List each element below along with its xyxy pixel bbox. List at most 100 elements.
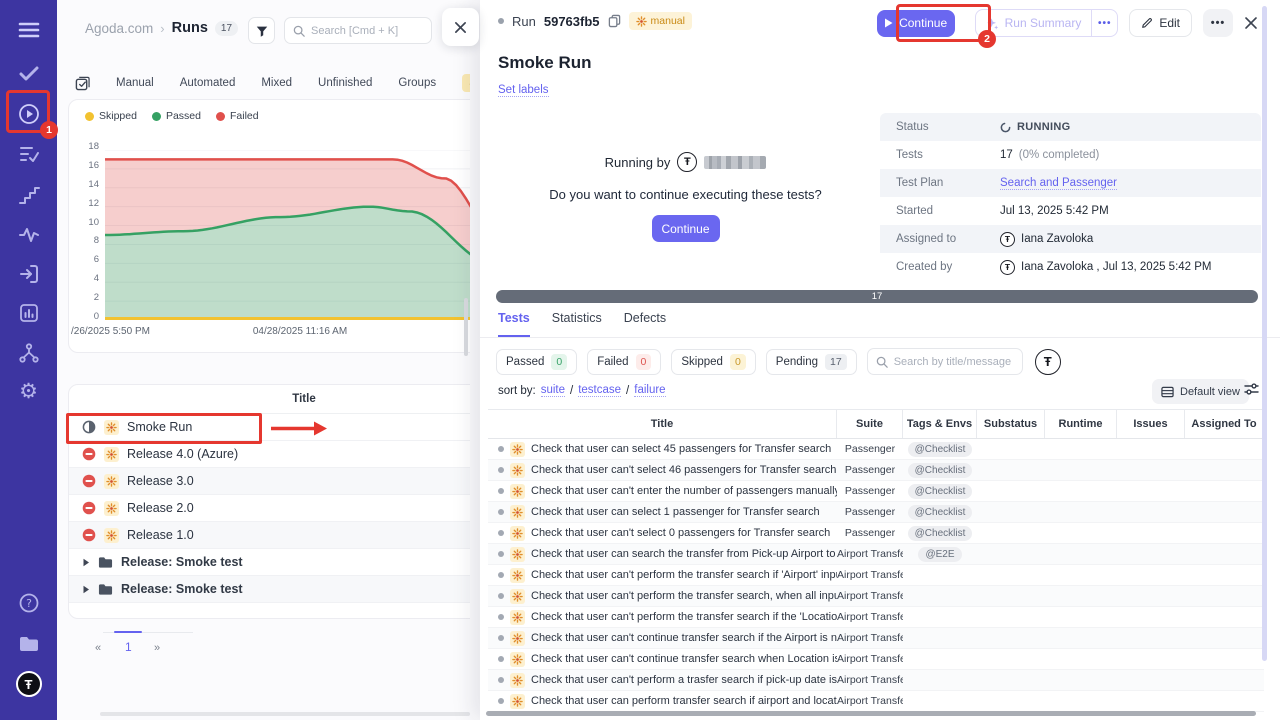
runs-tab-manual[interactable]: Manual [116, 77, 154, 89]
tag-chip: @Checklist [907, 462, 973, 478]
integrations-branch-icon[interactable] [14, 340, 44, 366]
panel-close-button[interactable] [442, 8, 479, 46]
edit-button[interactable]: Edit [1129, 9, 1192, 37]
run-row[interactable]: Release 3.0 [69, 468, 470, 495]
test-row[interactable]: Check that user can't perform the transf… [488, 586, 1264, 607]
test-row[interactable]: Check that user can perform transfer sea… [488, 691, 1264, 712]
test-plan-link[interactable]: Search and Passenger [1000, 176, 1117, 190]
test-row[interactable]: Check that user can't perform the transf… [488, 607, 1264, 628]
horizontal-scrollbar[interactable] [486, 711, 1256, 716]
view-settings-icon[interactable] [1244, 382, 1259, 396]
vertical-scrollbar[interactable] [1262, 6, 1267, 661]
sort-option-suite[interactable]: suite [540, 384, 566, 397]
pagination-prev[interactable]: « [95, 642, 102, 654]
runs-tab-groups[interactable]: Groups [398, 77, 437, 89]
stopped-icon [82, 474, 96, 488]
pencil-icon [1142, 18, 1153, 28]
column-header-assigned-to[interactable]: Assigned To [1185, 410, 1264, 438]
filter-chip-pending[interactable]: Pending 17 [765, 348, 857, 375]
run-summary-button[interactable]: Run Summary [976, 16, 1092, 30]
milestones-stairs-icon[interactable] [14, 182, 44, 208]
test-row[interactable]: Check that user can't select 0 passenger… [488, 523, 1264, 544]
horizontal-scrollbar-left[interactable] [100, 712, 470, 716]
runs-tab-automated[interactable]: Automated [179, 77, 236, 89]
test-row[interactable]: Check that user can't continue transfer … [488, 628, 1264, 649]
run-row[interactable]: Smoke Run [69, 414, 470, 441]
runs-tab-mixed[interactable]: Mixed [261, 77, 293, 89]
filter-chip-skipped[interactable]: Skipped 0 [671, 348, 756, 375]
test-row[interactable]: Check that user can't perform the transf… [488, 565, 1264, 586]
run-row[interactable]: Release: Smoke test [69, 576, 470, 603]
runner-name-redacted [704, 155, 767, 169]
tests-search[interactable] [866, 348, 1023, 375]
column-header-title[interactable]: Title [488, 410, 837, 438]
run-row[interactable]: Release 2.0 [69, 495, 470, 522]
set-labels-link[interactable]: Set labels [498, 84, 549, 97]
test-row[interactable]: Check that user can't select 46 passenge… [488, 460, 1264, 481]
sort-option-testcase[interactable]: testcase [578, 384, 622, 397]
reports-bar-chart-icon[interactable] [14, 300, 44, 326]
test-plans-icon[interactable] [14, 141, 44, 167]
burst-icon-chip [510, 462, 525, 478]
legend-skipped[interactable]: Skipped [85, 110, 137, 122]
filter-button[interactable] [248, 17, 275, 44]
test-row[interactable]: Check that user can't continue transfer … [488, 649, 1264, 670]
run-row[interactable]: Release: Smoke test [69, 549, 470, 576]
runs-tab-se[interactable]: Se [462, 74, 470, 92]
tests-search-input[interactable] [893, 355, 1014, 368]
tab-tests[interactable]: Tests [498, 311, 530, 337]
run-row[interactable]: Release 4.0 (Azure) [69, 441, 470, 468]
test-row[interactable]: Check that user can't perform a trasfer … [488, 670, 1264, 691]
tabs-divider [480, 337, 1280, 338]
pagination-page-1[interactable]: 1 [125, 640, 132, 654]
assignee-filter-avatar[interactable]: Ŧ [1034, 348, 1061, 375]
import-box-arrow-icon[interactable] [14, 261, 44, 287]
help-icon[interactable]: ? [14, 590, 44, 616]
test-row[interactable]: Check that user can select 1 passenger f… [488, 502, 1264, 523]
y-tick: 16 [88, 159, 99, 171]
runs-search[interactable] [284, 17, 432, 44]
filter-chip-passed[interactable]: Passed 0 [496, 348, 578, 375]
runs-table: Title Smoke Run Release 4.0 (Azure) Releas… [68, 384, 470, 619]
run-detail-panel: Run 59763fb5 manual Continue Run Summary… [480, 0, 1280, 720]
test-row[interactable]: Check that user can search the transfer … [488, 544, 1264, 565]
filter-chip-failed[interactable]: Failed 0 [587, 348, 662, 375]
test-row[interactable]: Check that user can select 45 passengers… [488, 439, 1264, 460]
column-header-tags-envs[interactable]: Tags & Envs [903, 410, 977, 438]
caret-right-icon[interactable] [82, 558, 90, 567]
column-header-issues[interactable]: Issues [1117, 410, 1185, 438]
more-options-button[interactable]: ••• [1203, 9, 1233, 37]
breadcrumb-project[interactable]: Agoda.com [85, 20, 154, 36]
caret-right-icon[interactable] [82, 585, 90, 594]
legend-failed[interactable]: Failed [215, 110, 259, 122]
runs-search-input[interactable] [311, 24, 423, 37]
column-header-substatus[interactable]: Substatus [977, 410, 1045, 438]
continue-button-header[interactable]: Continue [876, 9, 955, 37]
settings-gear-icon[interactable]: ⚙ [14, 378, 44, 404]
column-header-runtime[interactable]: Runtime [1045, 410, 1117, 438]
continue-button-body[interactable]: Continue [651, 215, 720, 242]
burst-icon-chip [104, 419, 119, 435]
close-run-panel-button[interactable] [1244, 16, 1258, 30]
default-view-button[interactable]: Default view [1152, 379, 1249, 404]
test-runs-play-icon[interactable] [14, 101, 44, 127]
pagination-next[interactable]: » [154, 642, 161, 654]
menu-icon[interactable] [14, 17, 44, 43]
legend-passed[interactable]: Passed [151, 110, 201, 122]
activity-pulse-icon[interactable] [14, 222, 44, 248]
left-panel-scrollbar[interactable] [464, 298, 468, 356]
user-avatar[interactable]: Ŧ [14, 669, 44, 699]
run-summary-more-button[interactable]: ••• [1091, 10, 1117, 36]
select-all-icon[interactable] [75, 76, 90, 91]
column-header-suite[interactable]: Suite [837, 410, 903, 438]
runs-tab-unfinished[interactable]: Unfinished [318, 77, 373, 89]
legend-dot [151, 111, 161, 121]
test-row[interactable]: Check that user can't enter the number o… [488, 481, 1264, 502]
projects-folder-icon[interactable] [14, 631, 44, 657]
test-cases-check-icon[interactable] [14, 61, 44, 87]
copy-icon[interactable] [608, 14, 621, 28]
tab-defects[interactable]: Defects [623, 311, 667, 325]
run-row[interactable]: Release 1.0 [69, 522, 470, 549]
sort-option-failure[interactable]: failure [634, 384, 666, 397]
tab-statistics[interactable]: Statistics [551, 311, 602, 325]
